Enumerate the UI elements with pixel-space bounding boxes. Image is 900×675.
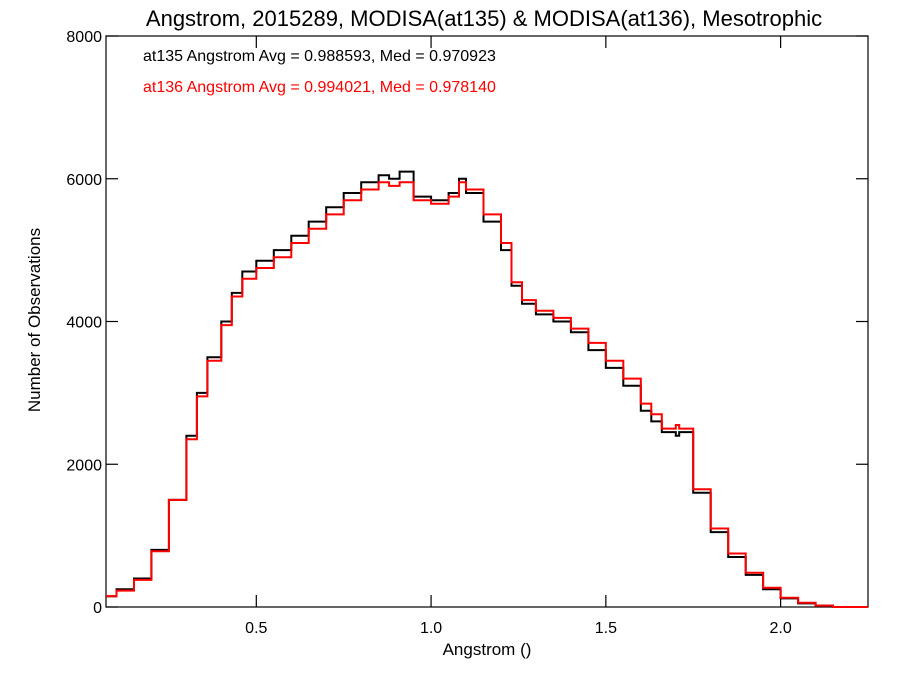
series-at136-line xyxy=(106,181,868,608)
x-axis: 0.5 1.0 1.5 2.0 xyxy=(245,36,792,637)
y-axis: 0 2000 4000 6000 8000 xyxy=(66,29,868,617)
series-layer xyxy=(106,170,868,608)
plot-area xyxy=(105,35,869,608)
y-tick-label: 8000 xyxy=(66,29,102,46)
x-axis-label: Angstrom () xyxy=(443,640,532,659)
chart-title: Angstrom, 2015289, MODISA(at135) & MODIS… xyxy=(146,6,822,31)
x-tick-label: 0.5 xyxy=(245,620,267,637)
x-tick-label: 2.0 xyxy=(769,620,791,637)
y-tick-label: 4000 xyxy=(66,315,102,332)
annotation-at135: at135 Angstrom Avg = 0.988593, Med = 0.9… xyxy=(143,48,496,65)
x-tick-label: 1.0 xyxy=(420,620,442,637)
y-tick-label: 2000 xyxy=(66,457,102,474)
x-tick-label: 1.5 xyxy=(595,620,617,637)
y-axis-label: Number of Observations xyxy=(25,228,44,412)
annotation-at136: at136 Angstrom Avg = 0.994021, Med = 0.9… xyxy=(143,79,496,96)
y-tick-label: 6000 xyxy=(66,172,102,189)
y-tick-label: 0 xyxy=(93,600,102,617)
